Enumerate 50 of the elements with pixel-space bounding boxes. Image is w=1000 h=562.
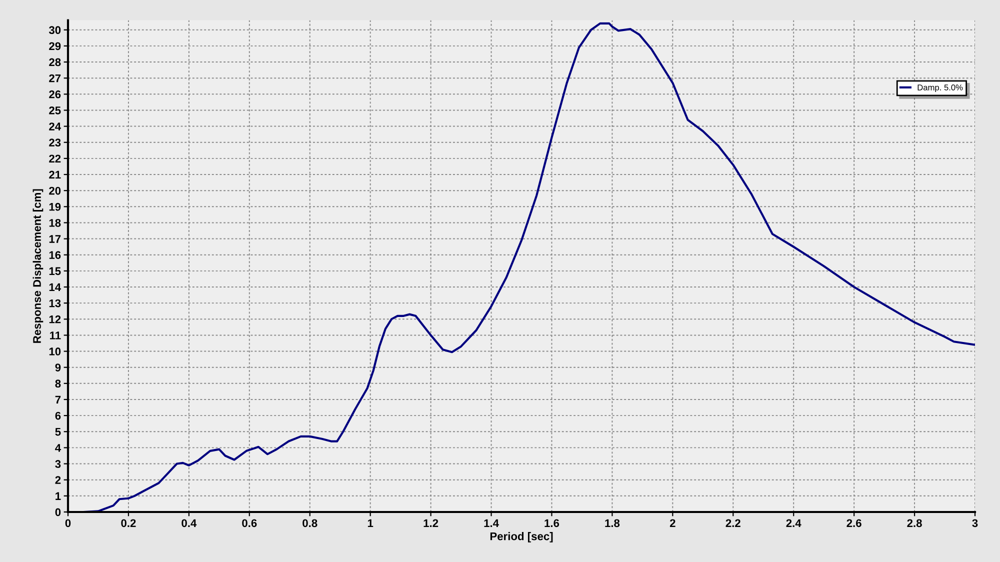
y-tick-label: 15 bbox=[49, 267, 61, 276]
y-tick-label: 20 bbox=[49, 186, 61, 195]
y-tick-label: 28 bbox=[49, 58, 61, 66]
x-tick-label: 2.8 bbox=[907, 519, 922, 528]
x-tick-label: 1 bbox=[368, 519, 374, 527]
y-tick-label: 11 bbox=[50, 332, 61, 340]
y-tick-label: 27 bbox=[49, 74, 61, 82]
x-tick-label: 0 bbox=[65, 519, 71, 528]
x-tick-label: 2 bbox=[670, 519, 676, 527]
x-tick-label: 2.6 bbox=[846, 519, 862, 528]
x-tick-label: 0.6 bbox=[242, 519, 257, 528]
x-tick-label: 1.6 bbox=[544, 519, 560, 528]
y-tick-label: 29 bbox=[49, 42, 61, 50]
x-tick-label: 2.4 bbox=[786, 519, 802, 527]
y-tick-label: 26 bbox=[49, 90, 61, 98]
y-tick-label: 7 bbox=[55, 396, 61, 404]
y-tick-label: 22 bbox=[49, 154, 61, 162]
y-axis-title: Response Displacement [cm] bbox=[32, 189, 44, 343]
y-tick-label: 10 bbox=[49, 348, 61, 356]
y-tick-label: 2 bbox=[55, 476, 61, 484]
y-tick-label: 24 bbox=[49, 122, 61, 130]
y-tick-label: 3 bbox=[55, 460, 61, 468]
x-tick-label: 1.2 bbox=[424, 519, 438, 527]
x-tick-label: 0.4 bbox=[182, 519, 197, 528]
y-tick-label: 6 bbox=[55, 412, 61, 420]
y-tick-label: 18 bbox=[49, 218, 61, 227]
y-tick-label: 13 bbox=[49, 299, 61, 308]
y-tick-label: 16 bbox=[49, 251, 61, 259]
y-tick-label: 5 bbox=[55, 428, 61, 436]
x-axis-title: Period [sec] bbox=[490, 532, 553, 542]
x-tick-label: 1.4 bbox=[484, 519, 499, 527]
x-tick-label: 0.8 bbox=[302, 519, 318, 528]
y-tick-label: 25 bbox=[49, 106, 61, 114]
x-tick-label: 1.8 bbox=[605, 519, 620, 528]
y-tick-label: 21 bbox=[49, 170, 61, 179]
y-tick-label: 9 bbox=[55, 364, 61, 372]
y-tick-label: 23 bbox=[49, 138, 61, 147]
y-tick-label: 12 bbox=[49, 315, 61, 324]
y-tick-label: 8 bbox=[55, 380, 61, 388]
y-tick-label: 17 bbox=[49, 235, 61, 243]
legend-label: Damp. 5.0% bbox=[918, 84, 963, 92]
x-tick-label: 0.2 bbox=[121, 519, 136, 528]
y-tick-label: 30 bbox=[48, 26, 61, 34]
y-tick-label: 14 bbox=[49, 283, 61, 292]
y-tick-label: 1 bbox=[56, 492, 61, 500]
x-tick-label: 2.2 bbox=[726, 519, 740, 527]
x-tick-label: 3 bbox=[972, 519, 978, 528]
y-tick-label: 19 bbox=[49, 202, 61, 211]
y-tick-label: 0 bbox=[55, 508, 61, 516]
y-tick-label: 4 bbox=[55, 444, 61, 452]
